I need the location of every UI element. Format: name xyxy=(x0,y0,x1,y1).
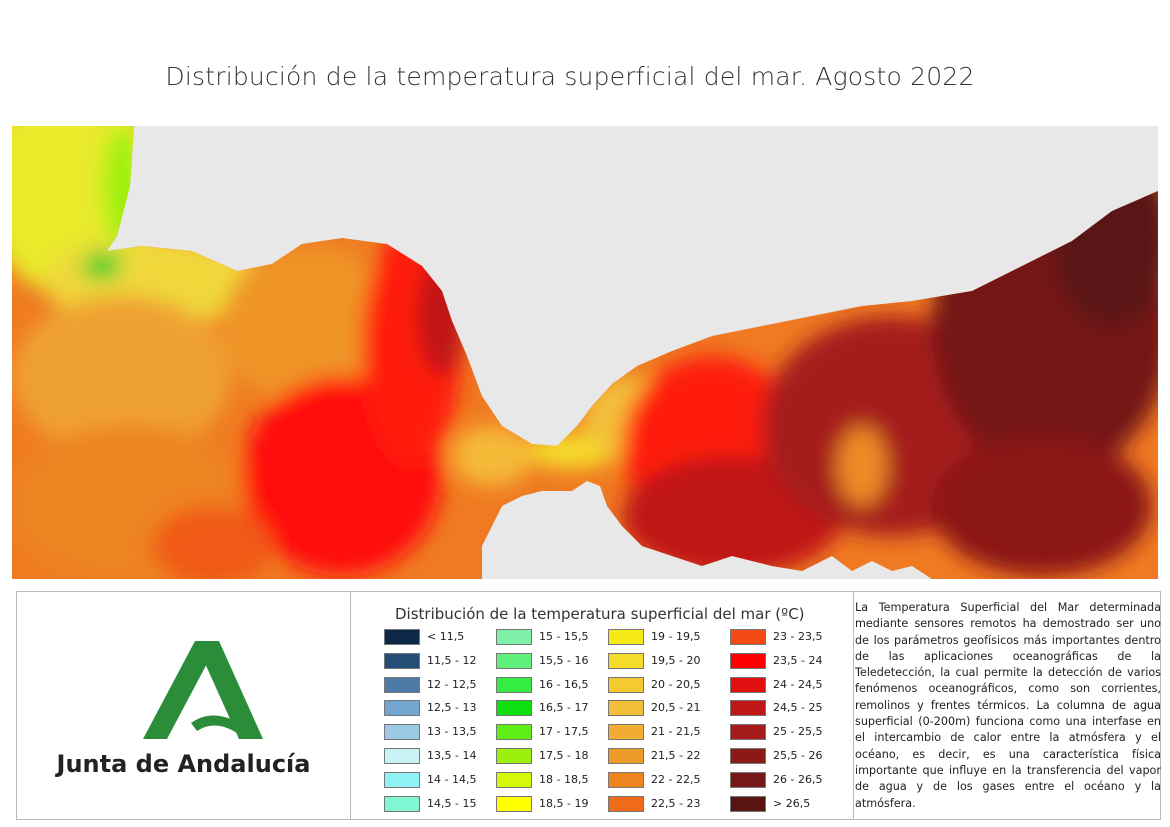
legend-label: 11,5 - 12 xyxy=(427,653,477,667)
sst-map xyxy=(12,126,1158,579)
legend-swatch xyxy=(608,629,644,645)
legend-swatch xyxy=(730,748,766,764)
legend-swatch xyxy=(496,771,532,788)
legend-label: 23 - 23,5 xyxy=(773,630,823,643)
legend-label: 17 - 17,5 xyxy=(539,725,589,739)
legend-label: 15,5 - 16 xyxy=(539,653,589,667)
legend-label: 13 - 13,5 xyxy=(427,725,477,739)
legend-swatch xyxy=(730,724,766,741)
legend-swatch xyxy=(608,652,644,669)
legend-swatch xyxy=(384,795,420,812)
legend-swatch xyxy=(496,748,532,764)
logo-text: Junta de Andalucía xyxy=(56,750,311,778)
legend-swatch xyxy=(496,795,532,812)
legend-swatch xyxy=(496,652,532,669)
legend-swatch xyxy=(608,724,644,741)
legend-swatch xyxy=(384,652,420,669)
legend-label: 14 - 14,5 xyxy=(427,772,477,786)
legend-swatch xyxy=(730,629,766,645)
legend-label: 22,5 - 23 xyxy=(651,796,701,810)
legend-swatch xyxy=(608,676,644,693)
legend-swatch xyxy=(496,724,532,741)
legend-swatch xyxy=(730,795,766,812)
legend-title: Distribución de la temperatura superfici… xyxy=(395,605,805,623)
legend-label: 18 - 18,5 xyxy=(539,772,589,786)
legend-swatch xyxy=(496,700,532,717)
legend-swatch xyxy=(608,771,644,788)
legend-label: 18,5 - 19 xyxy=(539,796,589,810)
legend-label: 21 - 21,5 xyxy=(651,725,701,739)
legend-label: 25,5 - 26 xyxy=(773,749,823,762)
legend-label: < 11,5 xyxy=(427,630,465,643)
legend-swatch xyxy=(496,629,532,645)
legend-label: 19,5 - 20 xyxy=(651,653,701,667)
map-title: Distribución de la temperatura superfici… xyxy=(165,62,975,91)
legend: Distribución de la temperatura superfici… xyxy=(350,592,854,819)
legend-swatch xyxy=(496,676,532,693)
legend-swatch xyxy=(384,771,420,788)
legend-swatch xyxy=(384,724,420,741)
legend-swatch xyxy=(384,676,420,693)
legend-label: 21,5 - 22 xyxy=(651,749,701,762)
info-panel: Junta de Andalucía Distribución de la te… xyxy=(16,591,1161,820)
legend-swatch xyxy=(730,652,766,669)
legend-label: 20 - 20,5 xyxy=(651,677,701,691)
legend-label: 23,5 - 24 xyxy=(773,653,823,667)
legend-label: > 26,5 xyxy=(773,796,811,810)
description-text: La Temperatura Superficial del Mar deter… xyxy=(855,601,1161,810)
legend-label: 14,5 - 15 xyxy=(427,796,477,810)
legend-label: 25 - 25,5 xyxy=(773,725,823,739)
legend-label: 16 - 16,5 xyxy=(539,677,589,691)
legend-label: 22 - 22,5 xyxy=(651,772,701,786)
legend-label: 12,5 - 13 xyxy=(427,701,477,715)
logo-box: Junta de Andalucía xyxy=(17,592,351,819)
legend-label: 12 - 12,5 xyxy=(427,677,477,691)
legend-swatch xyxy=(730,676,766,693)
legend-label: 24,5 - 25 xyxy=(773,701,823,715)
legend-swatch xyxy=(730,771,766,788)
legend-swatch xyxy=(608,700,644,717)
junta-andalucia-logo-icon xyxy=(143,641,263,739)
legend-swatch xyxy=(730,700,766,717)
legend-label: 15 - 15,5 xyxy=(539,630,589,643)
legend-swatch xyxy=(608,748,644,764)
legend-label: 13,5 - 14 xyxy=(427,749,477,762)
legend-label: 20,5 - 21 xyxy=(651,701,701,715)
legend-swatch xyxy=(384,700,420,717)
legend-label: 19 - 19,5 xyxy=(651,630,701,643)
legend-label: 26 - 26,5 xyxy=(773,772,823,786)
legend-label: 17,5 - 18 xyxy=(539,749,589,762)
legend-swatch xyxy=(384,629,420,645)
legend-label: 16,5 - 17 xyxy=(539,701,589,715)
legend-label: 24 - 24,5 xyxy=(773,677,823,691)
legend-swatch xyxy=(384,748,420,764)
legend-swatch xyxy=(608,795,644,812)
